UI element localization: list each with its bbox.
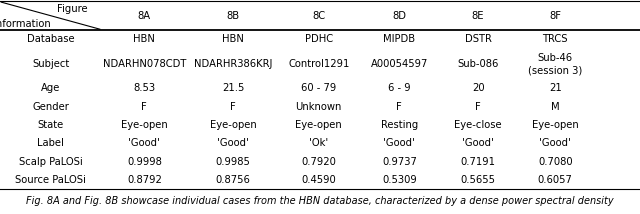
Text: A00054597: A00054597 xyxy=(371,59,428,69)
Text: 0.5655: 0.5655 xyxy=(461,175,495,185)
Text: HBN: HBN xyxy=(222,34,244,45)
Text: 0.9998: 0.9998 xyxy=(127,157,162,167)
Text: F: F xyxy=(230,102,236,112)
Text: M: M xyxy=(551,102,559,112)
Text: 'Good': 'Good' xyxy=(217,138,249,148)
Text: PDHC: PDHC xyxy=(305,34,333,45)
Text: Gender: Gender xyxy=(32,102,69,112)
Text: Information: Information xyxy=(0,19,51,29)
Text: 60 - 79: 60 - 79 xyxy=(301,83,337,93)
Text: State: State xyxy=(37,120,64,130)
Text: Eye-open: Eye-open xyxy=(121,120,168,130)
Text: 0.4590: 0.4590 xyxy=(301,175,336,185)
Text: 0.9737: 0.9737 xyxy=(382,157,417,167)
Text: Subject: Subject xyxy=(32,59,69,69)
Text: 0.6057: 0.6057 xyxy=(538,175,573,185)
Text: Scalp PaLOSi: Scalp PaLOSi xyxy=(19,157,83,167)
Text: Label: Label xyxy=(37,138,64,148)
Text: F: F xyxy=(141,102,147,112)
Text: Eye-open: Eye-open xyxy=(209,120,257,130)
Text: MIPDB: MIPDB xyxy=(383,34,415,45)
Text: 0.9985: 0.9985 xyxy=(216,157,250,167)
Text: Control1291: Control1291 xyxy=(288,59,349,69)
Text: 21.5: 21.5 xyxy=(222,83,244,93)
Text: 'Good': 'Good' xyxy=(129,138,160,148)
Text: 8C: 8C xyxy=(312,11,325,21)
Text: Source PaLOSi: Source PaLOSi xyxy=(15,175,86,185)
Text: Eye-open: Eye-open xyxy=(295,120,342,130)
Text: 6 - 9: 6 - 9 xyxy=(388,83,411,93)
Text: 'Good': 'Good' xyxy=(540,138,571,148)
Text: 20: 20 xyxy=(472,83,484,93)
Text: Sub-46
(session 3): Sub-46 (session 3) xyxy=(528,53,582,75)
Text: Database: Database xyxy=(27,34,74,45)
Text: 8A: 8A xyxy=(138,11,151,21)
Text: Unknown: Unknown xyxy=(296,102,342,112)
Text: 0.7920: 0.7920 xyxy=(301,157,336,167)
Text: 'Good': 'Good' xyxy=(383,138,415,148)
Text: 8B: 8B xyxy=(227,11,239,21)
Text: 8E: 8E xyxy=(472,11,484,21)
Text: 0.8792: 0.8792 xyxy=(127,175,162,185)
Text: 0.8756: 0.8756 xyxy=(216,175,250,185)
Text: Figure: Figure xyxy=(58,4,88,14)
Text: 21: 21 xyxy=(549,83,561,93)
Text: F: F xyxy=(476,102,481,112)
Text: 'Good': 'Good' xyxy=(462,138,494,148)
Text: Resting: Resting xyxy=(381,120,418,130)
Text: 8F: 8F xyxy=(549,11,561,21)
Text: 0.7191: 0.7191 xyxy=(461,157,495,167)
Text: Eye-close: Eye-close xyxy=(454,120,502,130)
Text: NDARHN078CDT: NDARHN078CDT xyxy=(102,59,186,69)
Text: Fig. 8A and Fig. 8B showcase individual cases from the HBN database, characteriz: Fig. 8A and Fig. 8B showcase individual … xyxy=(26,196,614,206)
Text: F: F xyxy=(397,102,402,112)
Text: HBN: HBN xyxy=(133,34,156,45)
Text: 8D: 8D xyxy=(392,11,406,21)
Text: DSTR: DSTR xyxy=(465,34,492,45)
Text: 0.7080: 0.7080 xyxy=(538,157,573,167)
Text: Sub-086: Sub-086 xyxy=(458,59,499,69)
Text: NDARHR386KRJ: NDARHR386KRJ xyxy=(194,59,272,69)
Text: Eye-open: Eye-open xyxy=(532,120,579,130)
Text: 8.53: 8.53 xyxy=(133,83,156,93)
Text: 'Ok': 'Ok' xyxy=(309,138,328,148)
Text: 0.5309: 0.5309 xyxy=(382,175,417,185)
Text: TRCS: TRCS xyxy=(543,34,568,45)
Text: Age: Age xyxy=(41,83,60,93)
